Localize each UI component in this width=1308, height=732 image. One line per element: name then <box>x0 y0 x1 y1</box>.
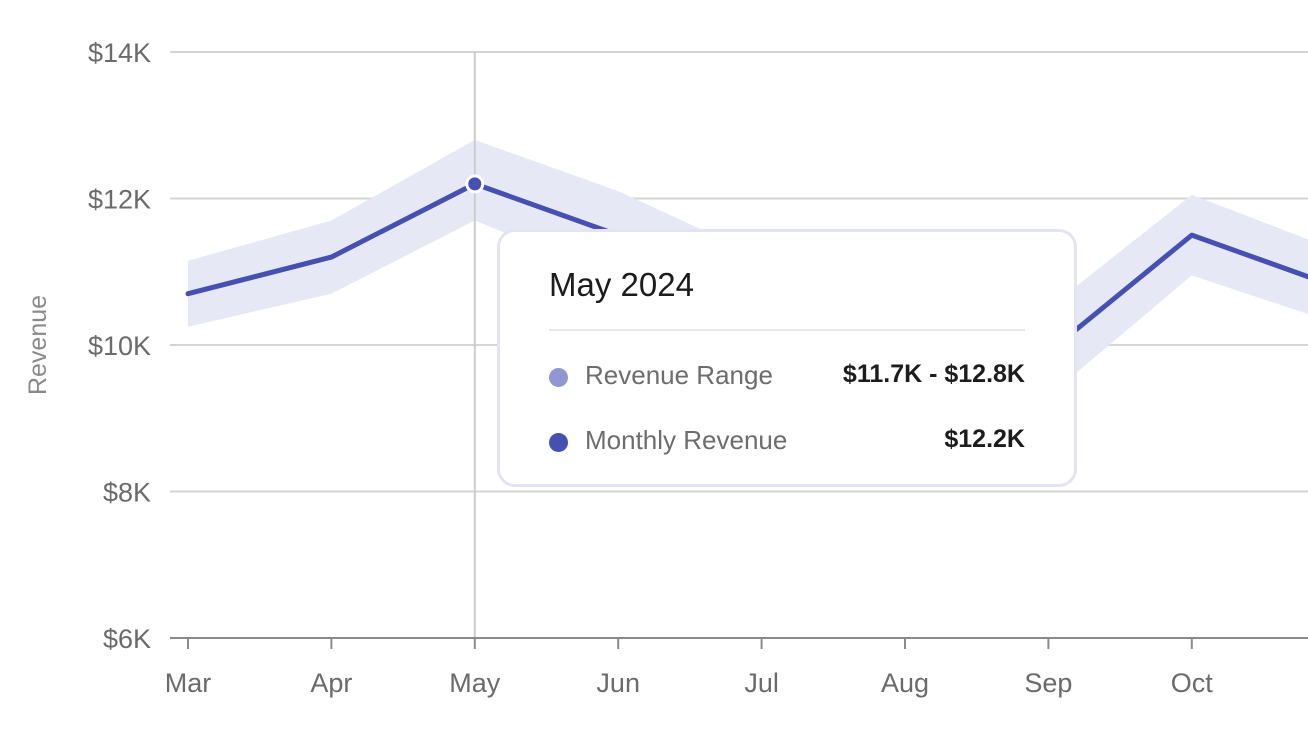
tooltip-range-label: Revenue Range <box>585 360 773 390</box>
y-tick-label: $8K <box>103 478 151 508</box>
range-legend-dot <box>549 368 568 387</box>
x-tick-label: Mar <box>165 668 212 698</box>
x-tick-label: Jul <box>744 668 779 698</box>
tooltip-revenue-value: $12.2K <box>944 425 1025 453</box>
revenue-legend-dot <box>549 433 568 452</box>
y-axis-labels: $6K $8K $10K $12K $14K <box>88 38 151 654</box>
y-tick-label: $10K <box>88 331 151 361</box>
gridlines <box>170 51 1308 493</box>
tooltip-row-revenue: Monthly Revenue $12.2K <box>549 424 1025 460</box>
y-tick-label: $6K <box>103 624 151 654</box>
x-tick-label: Jun <box>596 668 640 698</box>
highlighted-data-point[interactable] <box>465 174 485 194</box>
x-tick-label: Apr <box>310 668 352 698</box>
tooltip-range-value: $11.7K - $12.8K <box>842 360 1025 388</box>
x-axis: Mar Apr May Jun Jul Aug Sep Oct <box>165 637 1308 698</box>
x-tick-label: Oct <box>1171 668 1214 698</box>
tooltip: May 2024 Revenue Range $11.7K - $12.8K M… <box>497 229 1077 487</box>
tooltip-row-range: Revenue Range $11.7K - $12.8K <box>549 359 1025 395</box>
y-axis-title: Revenue <box>24 295 52 395</box>
tooltip-divider <box>549 329 1025 331</box>
y-tick-label: $14K <box>88 38 151 68</box>
highlight-layer[interactable] <box>465 174 485 194</box>
x-tick-label: Aug <box>881 668 929 698</box>
x-tick-label: May <box>449 668 501 698</box>
y-tick-label: $12K <box>88 185 151 215</box>
x-tick-label: Sep <box>1024 668 1072 698</box>
tooltip-title: May 2024 <box>549 266 694 303</box>
tooltip-revenue-label: Monthly Revenue <box>585 425 788 455</box>
